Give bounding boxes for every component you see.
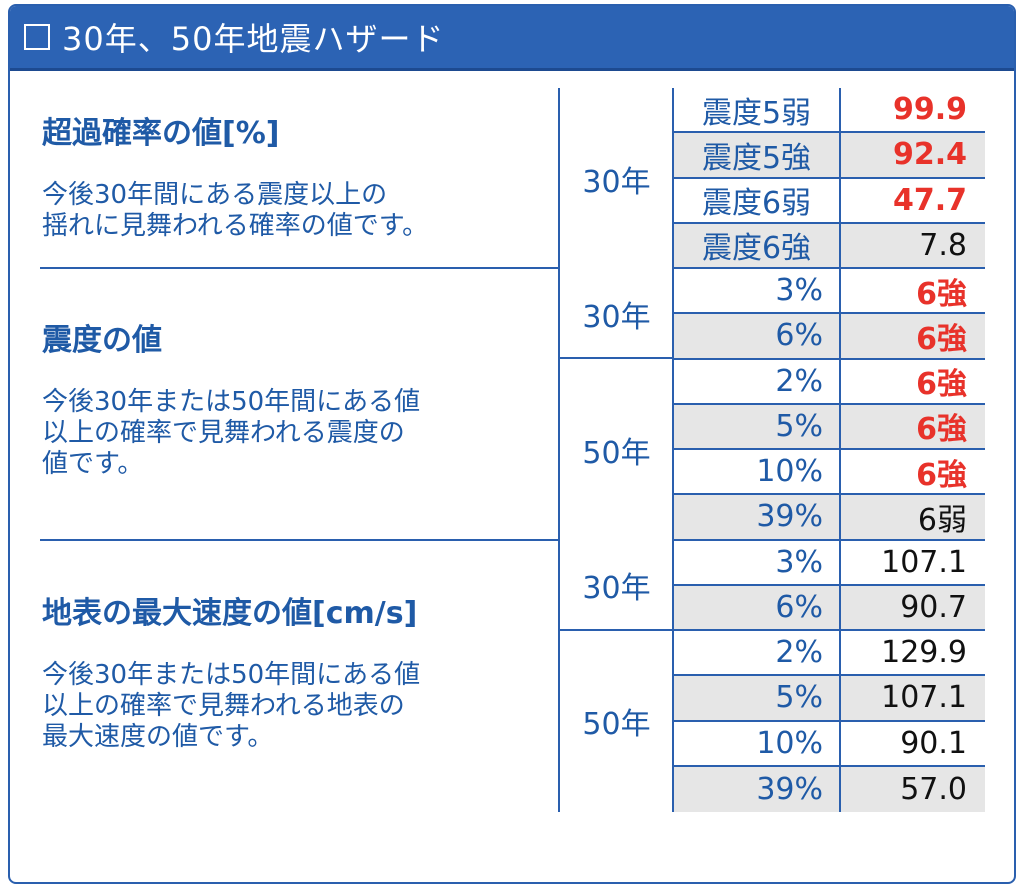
row-label: 震度5弱 (674, 88, 841, 132)
section-description: 今後30年間にある震度以上の 揺れに見舞われる確率の値です。 (42, 180, 562, 242)
row-label: 10% (674, 721, 841, 765)
description-line: 以上の確率で見舞われる震度の (42, 418, 405, 448)
panel-header: 30年、50年地震ハザード (10, 6, 1014, 71)
section-divider (40, 267, 560, 269)
row-label: 3% (674, 540, 841, 584)
section-exceedance-probability: 超過確率の値[%] 今後30年間にある震度以上の 揺れに見舞われる確率の値です。 (42, 108, 562, 242)
table-row: 10% 6強 (674, 450, 985, 496)
description-line: 今後30年または50年間にある値 (42, 660, 421, 690)
table-row: 39% 6弱 (674, 495, 985, 541)
table-row: 震度5強 92.4 (674, 133, 985, 179)
table-row: 39% 57.0 (674, 766, 985, 812)
row-label: 震度6弱 (674, 178, 841, 222)
row-label: 2% (674, 359, 841, 403)
table-row: 5% 6強 (674, 404, 985, 450)
period-label: 30年 (582, 571, 651, 606)
row-value: 107.1 (841, 676, 985, 720)
section-title: 地表の最大速度の値[cm/s] (42, 596, 418, 631)
row-value: 6弱 (841, 495, 985, 539)
section-title: 超過確率の値[%] (42, 116, 280, 151)
table-row: 6% 6強 (674, 314, 985, 360)
description-line: 揺れに見舞われる確率の値です。 (42, 211, 429, 241)
description-line: 今後30年または50年間にある値 (42, 387, 421, 417)
period-label: 50年 (582, 706, 651, 742)
row-label: 6% (674, 314, 841, 358)
row-label: 10% (674, 450, 841, 494)
table-row: 震度6弱 47.7 (674, 178, 985, 224)
row-value: 92.4 (841, 133, 985, 177)
column-divider (558, 88, 560, 812)
table-row: 震度5弱 99.9 (674, 88, 985, 134)
table-row: 3% 107.1 (674, 540, 985, 586)
row-value: 6強 (916, 276, 967, 312)
row-value: 129.9 (881, 635, 967, 671)
period-label: 50年 (582, 435, 651, 471)
description-line: 以上の確率で見舞われる地表の (42, 691, 405, 721)
table-row: 10% 90.1 (674, 721, 985, 767)
row-value: 6強 (841, 314, 985, 358)
checkbox-icon (24, 24, 50, 50)
section-max-velocity: 地表の最大速度の値[cm/s] 今後30年または50年間にある値 以上の確率で見… (42, 588, 562, 753)
data-grid: 震度5弱 99.9 震度5強 92.4 震度6弱 47.7 震度6強 7.8 3… (672, 88, 985, 812)
row-value: 6強 (916, 367, 967, 403)
row-label: 6% (674, 585, 841, 629)
row-label: 震度6強 (674, 223, 841, 267)
row-value: 47.7 (892, 182, 967, 218)
period-divider (558, 629, 673, 631)
table-row: 2% 6強 (674, 359, 985, 405)
row-label: 5% (674, 404, 841, 448)
row-value: 7.8 (841, 223, 985, 267)
period-divider (558, 357, 673, 359)
table-row: 5% 107.1 (674, 676, 985, 722)
row-value: 90.1 (900, 725, 967, 761)
description-line: 今後30年間にある震度以上の (42, 180, 388, 210)
panel-title: 30年、50年地震ハザード (62, 20, 445, 58)
row-label: 3% (674, 269, 841, 313)
table-row: 6% 90.7 (674, 585, 985, 631)
row-value: 6強 (841, 404, 985, 448)
row-value: 99.9 (892, 92, 967, 128)
table-row: 2% 129.9 (674, 631, 985, 677)
section-description: 今後30年または50年間にある値 以上の確率で見舞われる地表の 最大速度の値です… (42, 660, 562, 753)
row-value: 90.7 (841, 585, 985, 629)
period-label: 30年 (582, 300, 651, 335)
section-divider (40, 539, 560, 541)
row-label: 震度5強 (674, 133, 841, 177)
row-label: 39% (674, 495, 841, 539)
section-description: 今後30年または50年間にある値 以上の確率で見舞われる震度の 値です。 (42, 387, 562, 480)
period-label: 30年 (582, 164, 651, 200)
row-label: 2% (674, 631, 841, 675)
row-label: 5% (674, 676, 841, 720)
row-value: 57.0 (841, 766, 985, 812)
row-label: 39% (674, 766, 841, 812)
table-row: 3% 6強 (674, 269, 985, 315)
row-value: 107.1 (881, 544, 967, 580)
table-row: 震度6強 7.8 (674, 223, 985, 269)
section-seismic-intensity: 震度の値 今後30年または50年間にある値 以上の確率で見舞われる震度の 値です… (42, 315, 562, 480)
row-value: 6強 (916, 457, 967, 493)
description-line: 値です。 (42, 449, 144, 479)
description-line: 最大速度の値です。 (42, 722, 274, 752)
section-title: 震度の値 (42, 323, 162, 358)
